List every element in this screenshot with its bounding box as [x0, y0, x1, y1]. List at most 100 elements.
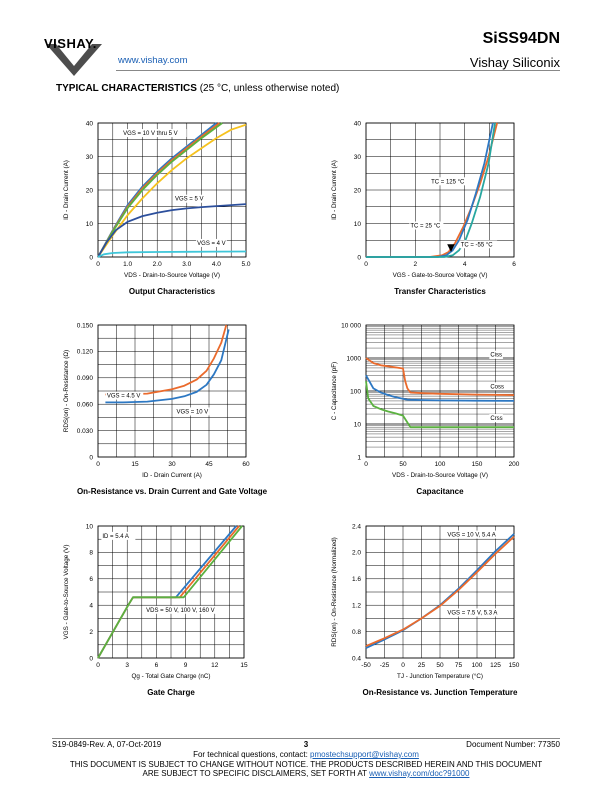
- contact-line: For technical questions, contact: pmoste…: [0, 750, 612, 759]
- plot-frame: [97, 525, 245, 659]
- section-title-note: (25 °C, unless otherwise noted): [196, 83, 340, 94]
- x-tick-label: 3: [125, 662, 129, 669]
- series-line-3: [97, 122, 223, 258]
- x-tick-label: 0: [96, 662, 100, 669]
- chart-panel-1: 0 1.0 2.0 3.0 4.0 5.0 0 10 20 30 40 VDS - Drain-to-…: [63, 120, 251, 296]
- chart-panel-3: 0 15 30 45 60 0 0.030 0.060 0.090 0.120 0.150 ID - …: [63, 322, 268, 496]
- x-axis-label: VDS - Drain-to-Source Voltage (V): [124, 272, 220, 279]
- series-label-2: VGS = 10 V: [176, 409, 208, 415]
- x-tick-label: 5.0: [241, 261, 250, 268]
- series-label-1: VGS = 10 V thru 5 V: [123, 131, 178, 137]
- chart-caption: Gate Charge: [147, 688, 195, 697]
- y-tick-label: 20: [354, 187, 362, 194]
- series-line-1: [365, 357, 515, 396]
- series-line-2: [365, 535, 515, 647]
- x-axis-label: ID - Drain Current (A): [142, 472, 202, 479]
- y-axis-label: RDS(on) - On-Resistance (Ω): [63, 350, 70, 432]
- x-tick-label: 75: [455, 662, 463, 669]
- x-tick-label: 0: [96, 261, 100, 268]
- y-tick-label: 0: [89, 655, 93, 662]
- series-line-2: [365, 374, 515, 402]
- y-tick-label: 0: [89, 454, 93, 461]
- document-number: Document Number: 77350: [466, 740, 560, 749]
- y-tick-label: 2.4: [352, 523, 361, 530]
- series-label-2: Coss: [490, 384, 504, 390]
- y-tick-label: 1000: [347, 355, 362, 362]
- x-tick-label: 50: [399, 461, 407, 468]
- part-number: SiSS94DN: [482, 30, 560, 47]
- plot-frame: [97, 324, 247, 458]
- vishay-logo: [46, 44, 102, 76]
- series-label-2: VGS = 7.5 V, 5.3 A: [447, 610, 497, 616]
- chart-panel-5: 0 3 6 9 12 15 0 2 4 6 8 10 Qg - Total Gate Charge (n…: [63, 523, 248, 697]
- y-tick-label: 0.4: [352, 655, 361, 662]
- y-tick-label: 30: [354, 154, 362, 161]
- page-number: 3: [303, 740, 309, 749]
- chart-panel-2: 0 2 4 6 0 10 20 30 40 VGS - Gate-to-Source Voltag…: [331, 120, 516, 296]
- y-tick-label: 10 000: [341, 322, 361, 329]
- plot-frame: [97, 122, 247, 258]
- y-tick-label: 0.150: [77, 322, 94, 329]
- x-tick-label: 6: [155, 662, 159, 669]
- logo-text: VISHAY.: [44, 36, 97, 51]
- header-divider: [116, 70, 560, 71]
- series-label-2: TC = 25 °C: [410, 224, 441, 230]
- series-line-5: [97, 203, 247, 258]
- series-label-1: TC = 125 °C: [431, 179, 465, 185]
- y-tick-label: 10: [86, 221, 94, 228]
- series-line-4: [97, 123, 247, 258]
- x-tick-label: 2: [414, 261, 418, 268]
- x-tick-label: 200: [509, 461, 520, 468]
- x-tick-label: 15: [240, 662, 248, 669]
- annotation-bg: [101, 531, 136, 540]
- x-tick-label: 0: [364, 261, 368, 268]
- x-tick-label: 100: [472, 662, 483, 669]
- disclaimer-link[interactable]: www.vishay.com/doc?91000: [369, 769, 470, 778]
- x-tick-label: 0: [96, 461, 100, 468]
- series-line-6: [97, 250, 247, 258]
- x-tick-label: 60: [242, 461, 250, 468]
- x-tick-label: 15: [131, 461, 139, 468]
- x-tick-label: 125: [490, 662, 501, 669]
- x-axis-label: VGS - Gate-to-Source Voltage (V): [393, 272, 488, 279]
- x-tick-label: 6: [512, 261, 516, 268]
- y-tick-label: 2: [89, 629, 93, 636]
- footer-divider: [52, 738, 560, 739]
- series-label-1: VGS = 10 V, 5.4 A: [447, 533, 495, 539]
- vishay-url-link[interactable]: www.vishay.com: [118, 55, 188, 66]
- series-label-bg: [459, 240, 498, 249]
- y-tick-label: 0: [89, 254, 93, 261]
- x-axis-label: TJ - Junction Temperature (°C): [397, 672, 483, 680]
- plot-frame: [365, 324, 515, 458]
- x-tick-label: 1.0: [123, 261, 132, 268]
- annotation-label: VDS = 50 V, 100 V, 160 V: [146, 608, 214, 614]
- y-tick-label: 6: [89, 576, 93, 583]
- x-tick-label: 0: [401, 662, 405, 669]
- y-tick-label: 4: [89, 603, 93, 610]
- y-tick-label: 10: [86, 523, 94, 530]
- y-tick-label: 1.6: [352, 576, 361, 583]
- y-tick-label: 0.060: [77, 402, 94, 409]
- x-tick-label: -25: [380, 662, 390, 669]
- y-tick-label: 10: [354, 221, 362, 228]
- x-tick-label: 100: [435, 461, 446, 468]
- y-tick-label: 0: [357, 254, 361, 261]
- x-tick-label: 0: [364, 461, 368, 468]
- series-label-1: VGS = 4.5 V: [107, 394, 141, 400]
- annotation-label: ID = 5.4 A: [102, 534, 129, 540]
- y-tick-label: 40: [86, 120, 94, 127]
- contact-email-link[interactable]: pmostechsupport@vishay.com: [310, 750, 419, 759]
- series-label-bg: [409, 221, 444, 230]
- annotation-bg: [145, 605, 227, 614]
- x-tick-label: 45: [205, 461, 213, 468]
- y-axis-label: ID - Drain Current (A): [331, 160, 338, 220]
- y-tick-label: 8: [89, 550, 93, 557]
- section-title: TYPICAL CHARACTERISTICS (25 °C, unless o…: [56, 83, 339, 94]
- y-tick-label: 100: [350, 388, 361, 395]
- contact-prefix: For technical questions, contact:: [193, 750, 311, 759]
- series-label-bg: [489, 350, 503, 359]
- disclaimer-prefix: ARE SUBJECT TO SPECIFIC DISCLAIMERS, SET…: [142, 769, 370, 778]
- x-tick-label: 150: [472, 461, 483, 468]
- series-label-bg: [196, 238, 227, 247]
- y-tick-label: 0.120: [77, 349, 94, 356]
